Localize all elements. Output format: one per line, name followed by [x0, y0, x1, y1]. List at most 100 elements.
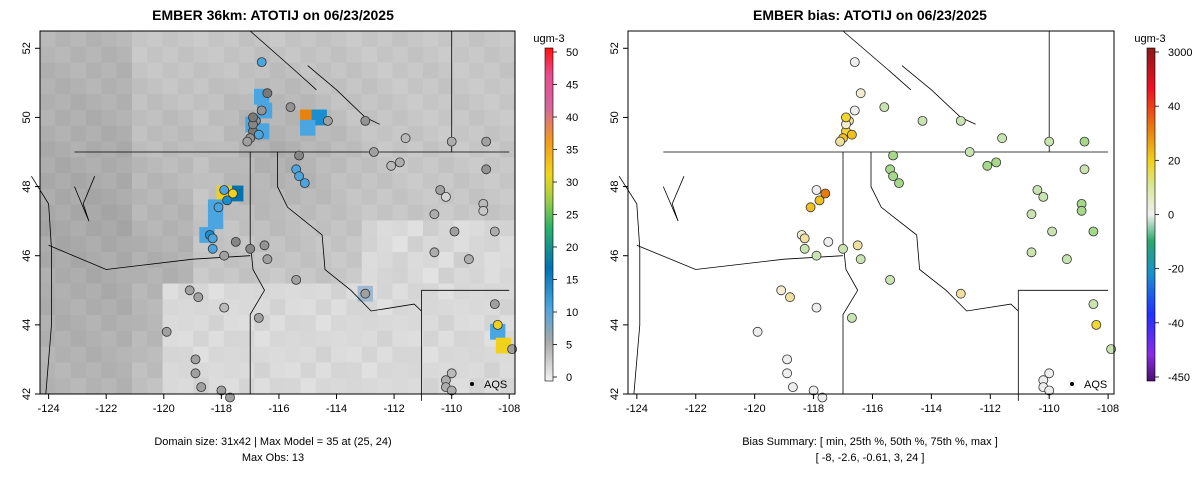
grid-cell [239, 46, 255, 63]
grid-cell [147, 315, 163, 332]
grid-cell [331, 94, 347, 111]
grid-cell [193, 157, 209, 174]
grid-cell [484, 378, 501, 395]
right-colorbar-ticks: 3000 40 20 0 -20 -40 -450 [1155, 47, 1192, 384]
station-point [294, 150, 305, 161]
grid-cell [331, 141, 347, 158]
boundary-line [842, 152, 859, 394]
grid-cell [55, 46, 72, 63]
grid-cell [162, 362, 179, 379]
grid-cell [193, 31, 209, 48]
grid-cell [392, 315, 409, 332]
grid-cell [269, 236, 286, 253]
grid-cell [499, 141, 516, 158]
station-bias-point [785, 292, 795, 303]
grid-cell [407, 330, 424, 348]
grid-cell [269, 283, 286, 300]
grid-cell [469, 220, 485, 237]
grid-cell [223, 109, 240, 127]
y-tick-label: 44 [21, 319, 33, 331]
grid-cell [453, 141, 470, 158]
grid-cell [377, 173, 393, 190]
grid-cell [40, 315, 56, 332]
grid-cell [285, 31, 301, 48]
grid-cell [70, 283, 87, 300]
grid-cell [331, 346, 347, 363]
grid-cell [101, 125, 118, 142]
grid-cell [208, 109, 225, 127]
left-legend-aqs: AQS [484, 379, 507, 391]
grid-cell [147, 378, 163, 395]
grid-cell [147, 204, 163, 221]
grid-cell [177, 141, 194, 158]
grid-cell [484, 236, 501, 253]
grid-cell [346, 46, 363, 63]
grid-cell [453, 315, 470, 332]
colorbar-tick-label: -450 [1168, 372, 1190, 384]
y-tick-label: 52 [21, 42, 33, 54]
grid-cell [177, 46, 194, 63]
grid-cell [85, 94, 102, 111]
grid-cell [70, 78, 87, 95]
grid-cell [453, 330, 470, 348]
station-bias-point [1026, 209, 1037, 220]
grid-cell [285, 62, 301, 79]
grid-cell [239, 157, 255, 174]
station-point [435, 185, 446, 195]
grid-cell [499, 236, 516, 253]
grid-cell [285, 330, 301, 348]
grid-cell [116, 346, 133, 363]
grid-cell [208, 267, 225, 284]
grid-cell [193, 141, 209, 158]
grid-cell [361, 251, 378, 269]
grid-cell [269, 62, 286, 79]
grid-cell [177, 299, 194, 316]
colorbar-tick-label: -20 [1168, 264, 1184, 276]
grid-cell [177, 31, 194, 48]
x-tick-label: -124 [38, 403, 60, 415]
grid-cell [484, 109, 501, 127]
grid-cell [300, 157, 317, 174]
grid-cell [453, 157, 470, 174]
grid-cell [85, 220, 102, 237]
grid-cell [40, 188, 56, 206]
grid-cell [269, 109, 286, 127]
model-concentration-panel: EMBER 36km: ATOTIJ on 06/23/2025 -124 -12… [21, 7, 578, 464]
grid-cell [438, 94, 455, 111]
grid-cell [300, 188, 317, 206]
grid-cell [285, 109, 301, 127]
station-point [222, 195, 233, 206]
grid-cell [331, 283, 347, 300]
grid-cell [377, 62, 393, 79]
grid-cell [40, 109, 56, 127]
grid-cell [55, 109, 72, 127]
station-point [481, 136, 492, 147]
grid-cell [361, 330, 378, 348]
grid-cell [147, 46, 163, 63]
grid-cell [223, 330, 240, 348]
grid-cell [40, 173, 56, 190]
grid-cell [223, 46, 240, 63]
grid-cell [177, 157, 194, 174]
grid-cell [438, 62, 455, 79]
grid-cell [85, 31, 102, 48]
grid-cell [223, 31, 240, 48]
grid-cell [331, 188, 347, 206]
grid-cell [131, 173, 148, 190]
grid-cell [193, 62, 209, 79]
grid-cell [101, 330, 118, 348]
grid-cell [254, 346, 271, 363]
grid-cell [70, 346, 87, 363]
grid-cell [131, 204, 148, 221]
grid-cell [131, 378, 148, 395]
grid-cell [407, 94, 424, 111]
grid-cell [147, 236, 163, 253]
station-bias-point [894, 178, 904, 189]
grid-cell [85, 251, 102, 269]
grid-cell [116, 173, 133, 190]
grid-cell [254, 220, 271, 237]
grid-cell [131, 220, 148, 237]
grid-cell [147, 141, 163, 158]
colorbar-tick-label: 20 [566, 242, 578, 254]
station-point [285, 102, 296, 112]
